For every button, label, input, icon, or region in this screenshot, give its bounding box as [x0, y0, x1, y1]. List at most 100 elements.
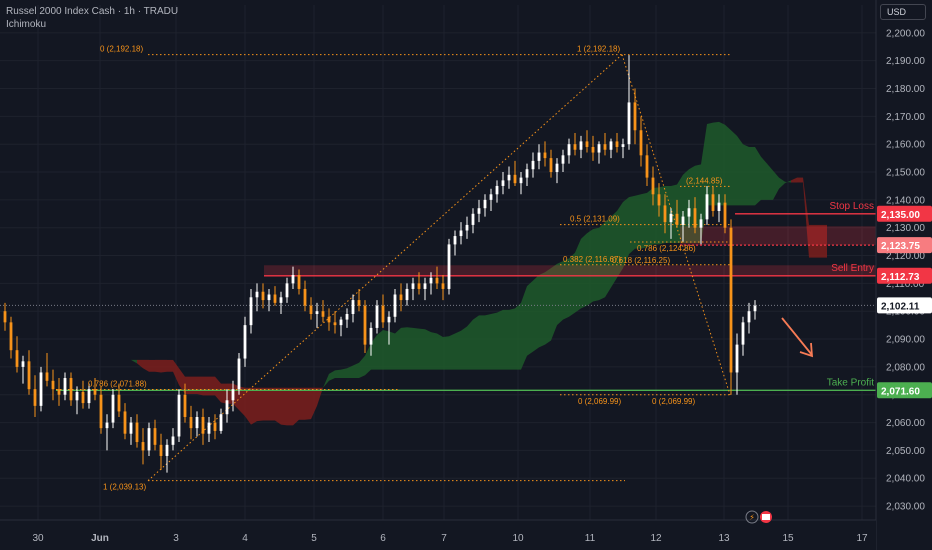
candle-body — [165, 444, 169, 456]
candle-body — [63, 378, 67, 395]
candle-body — [597, 144, 601, 153]
indicator-name[interactable]: Ichimoku — [6, 19, 47, 30]
candle-body — [573, 144, 577, 150]
cloud-segment — [761, 156, 767, 200]
cloud-segment — [251, 387, 257, 425]
cloud-segment — [371, 334, 377, 370]
projection-arrow-head — [799, 342, 814, 358]
flag-event-glyph — [762, 514, 770, 520]
cloud-segment — [377, 330, 383, 370]
cloud-segment — [143, 359, 149, 372]
candle-body — [75, 391, 79, 401]
candle-body — [615, 141, 619, 147]
fibonacci-drawings — [56, 54, 731, 482]
cloud-segment — [539, 272, 545, 348]
cloud-segment — [437, 333, 443, 370]
cloud-segment — [293, 387, 299, 426]
take-profit-tag — [877, 382, 932, 399]
symbol-title[interactable]: Russel 2000 Index Cash · 1h · TRADU — [6, 6, 179, 17]
fib-trend-down — [621, 54, 731, 395]
price-tick-label: 2,150.00 — [886, 168, 925, 179]
cloud-segment — [287, 387, 293, 426]
candle-body — [105, 422, 109, 429]
cloud-segment — [743, 144, 749, 206]
candle-body — [729, 227, 733, 373]
cloud-segment — [131, 359, 137, 364]
candle-body — [219, 414, 223, 431]
cloud-segment — [821, 224, 827, 258]
candle-body — [111, 394, 115, 423]
time-axis[interactable]: 30 Jun 3 4 5 6 7 10 11 12 13 15 17 ⚡ — [0, 510, 876, 550]
candle-body — [465, 224, 469, 231]
cloud-segment — [635, 194, 641, 249]
candle-body — [315, 311, 319, 314]
candle-body — [51, 380, 55, 390]
cloud-segment — [677, 174, 683, 244]
candle-body — [711, 194, 715, 211]
cloud-segment — [167, 359, 173, 372]
cloud-segment — [209, 376, 215, 396]
fib-labels: 0 (2,192.18) 1 (2,192.18) 0.786 (2,071.88)… — [88, 45, 723, 492]
cloud-segment — [311, 387, 317, 420]
candle-body — [243, 325, 247, 359]
candle-body — [9, 322, 13, 351]
cloud-segment — [785, 180, 791, 184]
candle-body — [735, 344, 739, 373]
price-tick-label: 2,110.00 — [886, 279, 925, 290]
time-tick-label: Jun — [91, 533, 109, 544]
cloud-segment — [395, 327, 401, 370]
candle-body — [717, 202, 721, 211]
fib-level-label: 1 (2,192.18) — [577, 45, 620, 54]
candle-body — [471, 213, 475, 225]
cloud-segment — [557, 261, 563, 326]
time-tick-label: 11 — [585, 533, 596, 544]
cloud-segment — [401, 327, 407, 370]
cloud-segment — [611, 211, 617, 288]
candle-body — [171, 436, 175, 445]
candle-body — [477, 208, 481, 214]
fib-level-label: 0.382 (2,116.67) — [563, 255, 621, 264]
cloud-segment — [797, 177, 803, 183]
cloud-segment — [689, 165, 695, 244]
cloud-segment — [599, 222, 605, 301]
candle-body — [69, 378, 73, 401]
candle-body — [33, 389, 37, 406]
ichimoku-cloud — [83, 121, 827, 426]
candle-body — [237, 358, 241, 390]
fib-level-label: 0.5 (2,131.09) — [570, 215, 620, 224]
time-axis-bg — [0, 520, 876, 550]
cloud-segment — [335, 369, 341, 379]
fib-level-label: 1 (2,039.13) — [103, 483, 146, 492]
candle-body — [663, 205, 667, 223]
candle-body — [489, 194, 493, 200]
time-tick-label: 13 — [718, 533, 730, 544]
candle-body — [705, 194, 709, 220]
take-profit-label: Take Profit — [827, 377, 874, 388]
sell-entry-label: Sell Entry — [831, 263, 874, 274]
time-tick-label: 3 — [173, 533, 179, 544]
fib-level-label: 0.786 (2,071.88) — [88, 379, 147, 388]
currency-button[interactable]: USD — [880, 4, 926, 20]
candle-body — [585, 141, 589, 147]
price-tick-label: 2,040.00 — [886, 474, 925, 485]
stop-zone — [680, 226, 876, 246]
cloud-segment — [815, 224, 821, 258]
candle-body — [651, 177, 655, 195]
candle-body — [429, 277, 433, 284]
candle-body — [189, 417, 193, 429]
candle-body — [201, 417, 205, 434]
sell-entry-tag — [877, 267, 932, 284]
candle-body — [501, 180, 505, 186]
entry-zone-top-tag-text: 2,123.75 — [881, 241, 920, 252]
cloud-segment — [359, 355, 365, 379]
cloud-segment — [653, 187, 659, 245]
candle-body — [687, 208, 691, 217]
candle-body — [381, 305, 385, 323]
time-tick-label: 10 — [512, 533, 524, 544]
candle-body — [45, 372, 49, 381]
cloud-segment — [767, 163, 773, 200]
cloud-segment — [791, 177, 797, 183]
candle-body — [351, 300, 355, 314]
